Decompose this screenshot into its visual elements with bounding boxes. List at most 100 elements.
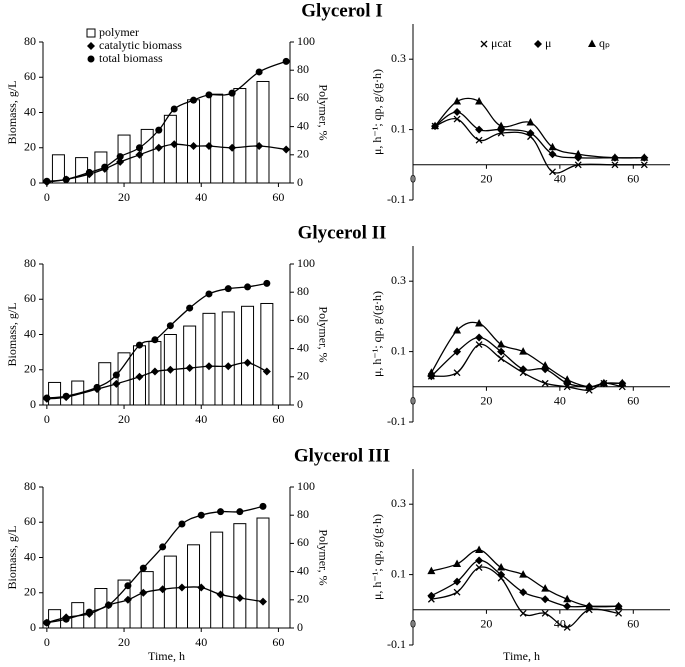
x-tick-label: 60 [627,394,639,408]
marker [475,96,484,105]
x-tick-label: 60 [627,172,639,186]
marker [217,508,225,516]
y-tick-label: 0.3 [391,51,406,65]
marker [453,325,462,334]
marker [62,392,70,400]
marker [186,304,194,312]
marker [135,150,144,159]
marker [235,594,244,603]
x-tick-label: 0 [410,394,416,408]
y2-tick-label: 60 [297,312,309,326]
y2-tick-label: 100 [297,256,315,270]
bar [260,302,274,406]
marker [224,285,232,293]
marker [497,355,505,363]
marker [475,318,484,327]
legend-marker [87,55,95,63]
marker [243,358,252,367]
bar [163,555,177,629]
marker [611,161,619,169]
marker [541,595,550,604]
marker [216,590,225,599]
y2-tick-label: 80 [297,284,309,298]
y-axis-label: Biomass, g/L [5,525,19,589]
marker [618,378,627,387]
x-tick-label: 0 [44,635,50,649]
marker [197,583,206,592]
bar [163,114,177,184]
bar [117,579,131,629]
y-axis-label: μ, h⁻¹; qp, g/(g·h) [370,514,384,600]
marker [282,145,291,154]
y-tick-label: 60 [24,514,36,528]
y-tick-label: 0.1 [391,121,406,135]
marker [431,121,440,130]
y2-tick-label: 20 [297,147,309,161]
marker [190,96,198,104]
marker [178,520,186,528]
marker [497,563,506,571]
marker [135,372,144,381]
marker [549,168,556,176]
marker [610,153,619,161]
marker [574,161,582,169]
x-tick-label: 0 [410,617,416,631]
x-tick-label: 20 [480,172,492,186]
x-axis-label: Time, h [148,649,185,663]
marker [135,341,143,349]
bar [75,157,89,184]
marker [262,367,271,376]
y-axis-label: Biomass, g/L [5,302,19,366]
marker [497,125,506,134]
marker [228,143,237,152]
marker [541,361,550,369]
y-axis-label: μ, h⁻¹; qp, g/(g·h) [370,291,384,377]
y-tick-label: 0.3 [391,496,406,510]
marker [563,594,572,603]
marker [526,118,535,126]
marker [453,347,462,356]
marker [166,322,174,330]
marker [548,142,557,151]
marker [475,333,484,342]
y2-axis-label: Polymer, % [316,84,330,140]
marker [197,511,205,519]
marker [205,91,213,99]
marker [154,143,163,152]
marker [170,105,178,113]
y-tick-label: 20 [24,362,36,376]
y2-tick-label: 60 [297,535,309,549]
trend-line [430,336,623,388]
marker [541,379,549,387]
x-tick-label: 60 [272,412,284,426]
marker [541,584,550,592]
trend-line [431,559,619,608]
marker [158,585,167,594]
marker [519,609,527,617]
marker [475,545,484,553]
y-tick-label: 0 [30,175,36,189]
chart-title: Glycerol I [301,0,382,21]
legend-label: polymer [99,25,139,39]
marker [519,347,528,355]
y-tick-label: -0.1 [387,637,406,651]
marker [150,367,159,376]
y2-axis-label: Polymer, % [316,529,330,585]
marker [614,601,623,610]
y-tick-label: -0.1 [387,192,406,206]
marker [475,564,483,572]
y2-tick-label: 60 [297,90,309,104]
x-tick-label: 60 [272,635,284,649]
marker [541,609,549,617]
y2-tick-label: 0 [297,175,303,189]
legend-marker [534,40,542,48]
marker [112,371,120,379]
y-tick-label: 0.3 [391,273,406,287]
marker [259,502,267,510]
y2-tick-label: 0 [297,620,303,634]
marker [475,556,484,565]
y-tick-label: 40 [24,104,36,118]
legend-label: catalytic biomass [99,38,182,52]
marker [640,153,649,161]
marker [599,378,608,387]
